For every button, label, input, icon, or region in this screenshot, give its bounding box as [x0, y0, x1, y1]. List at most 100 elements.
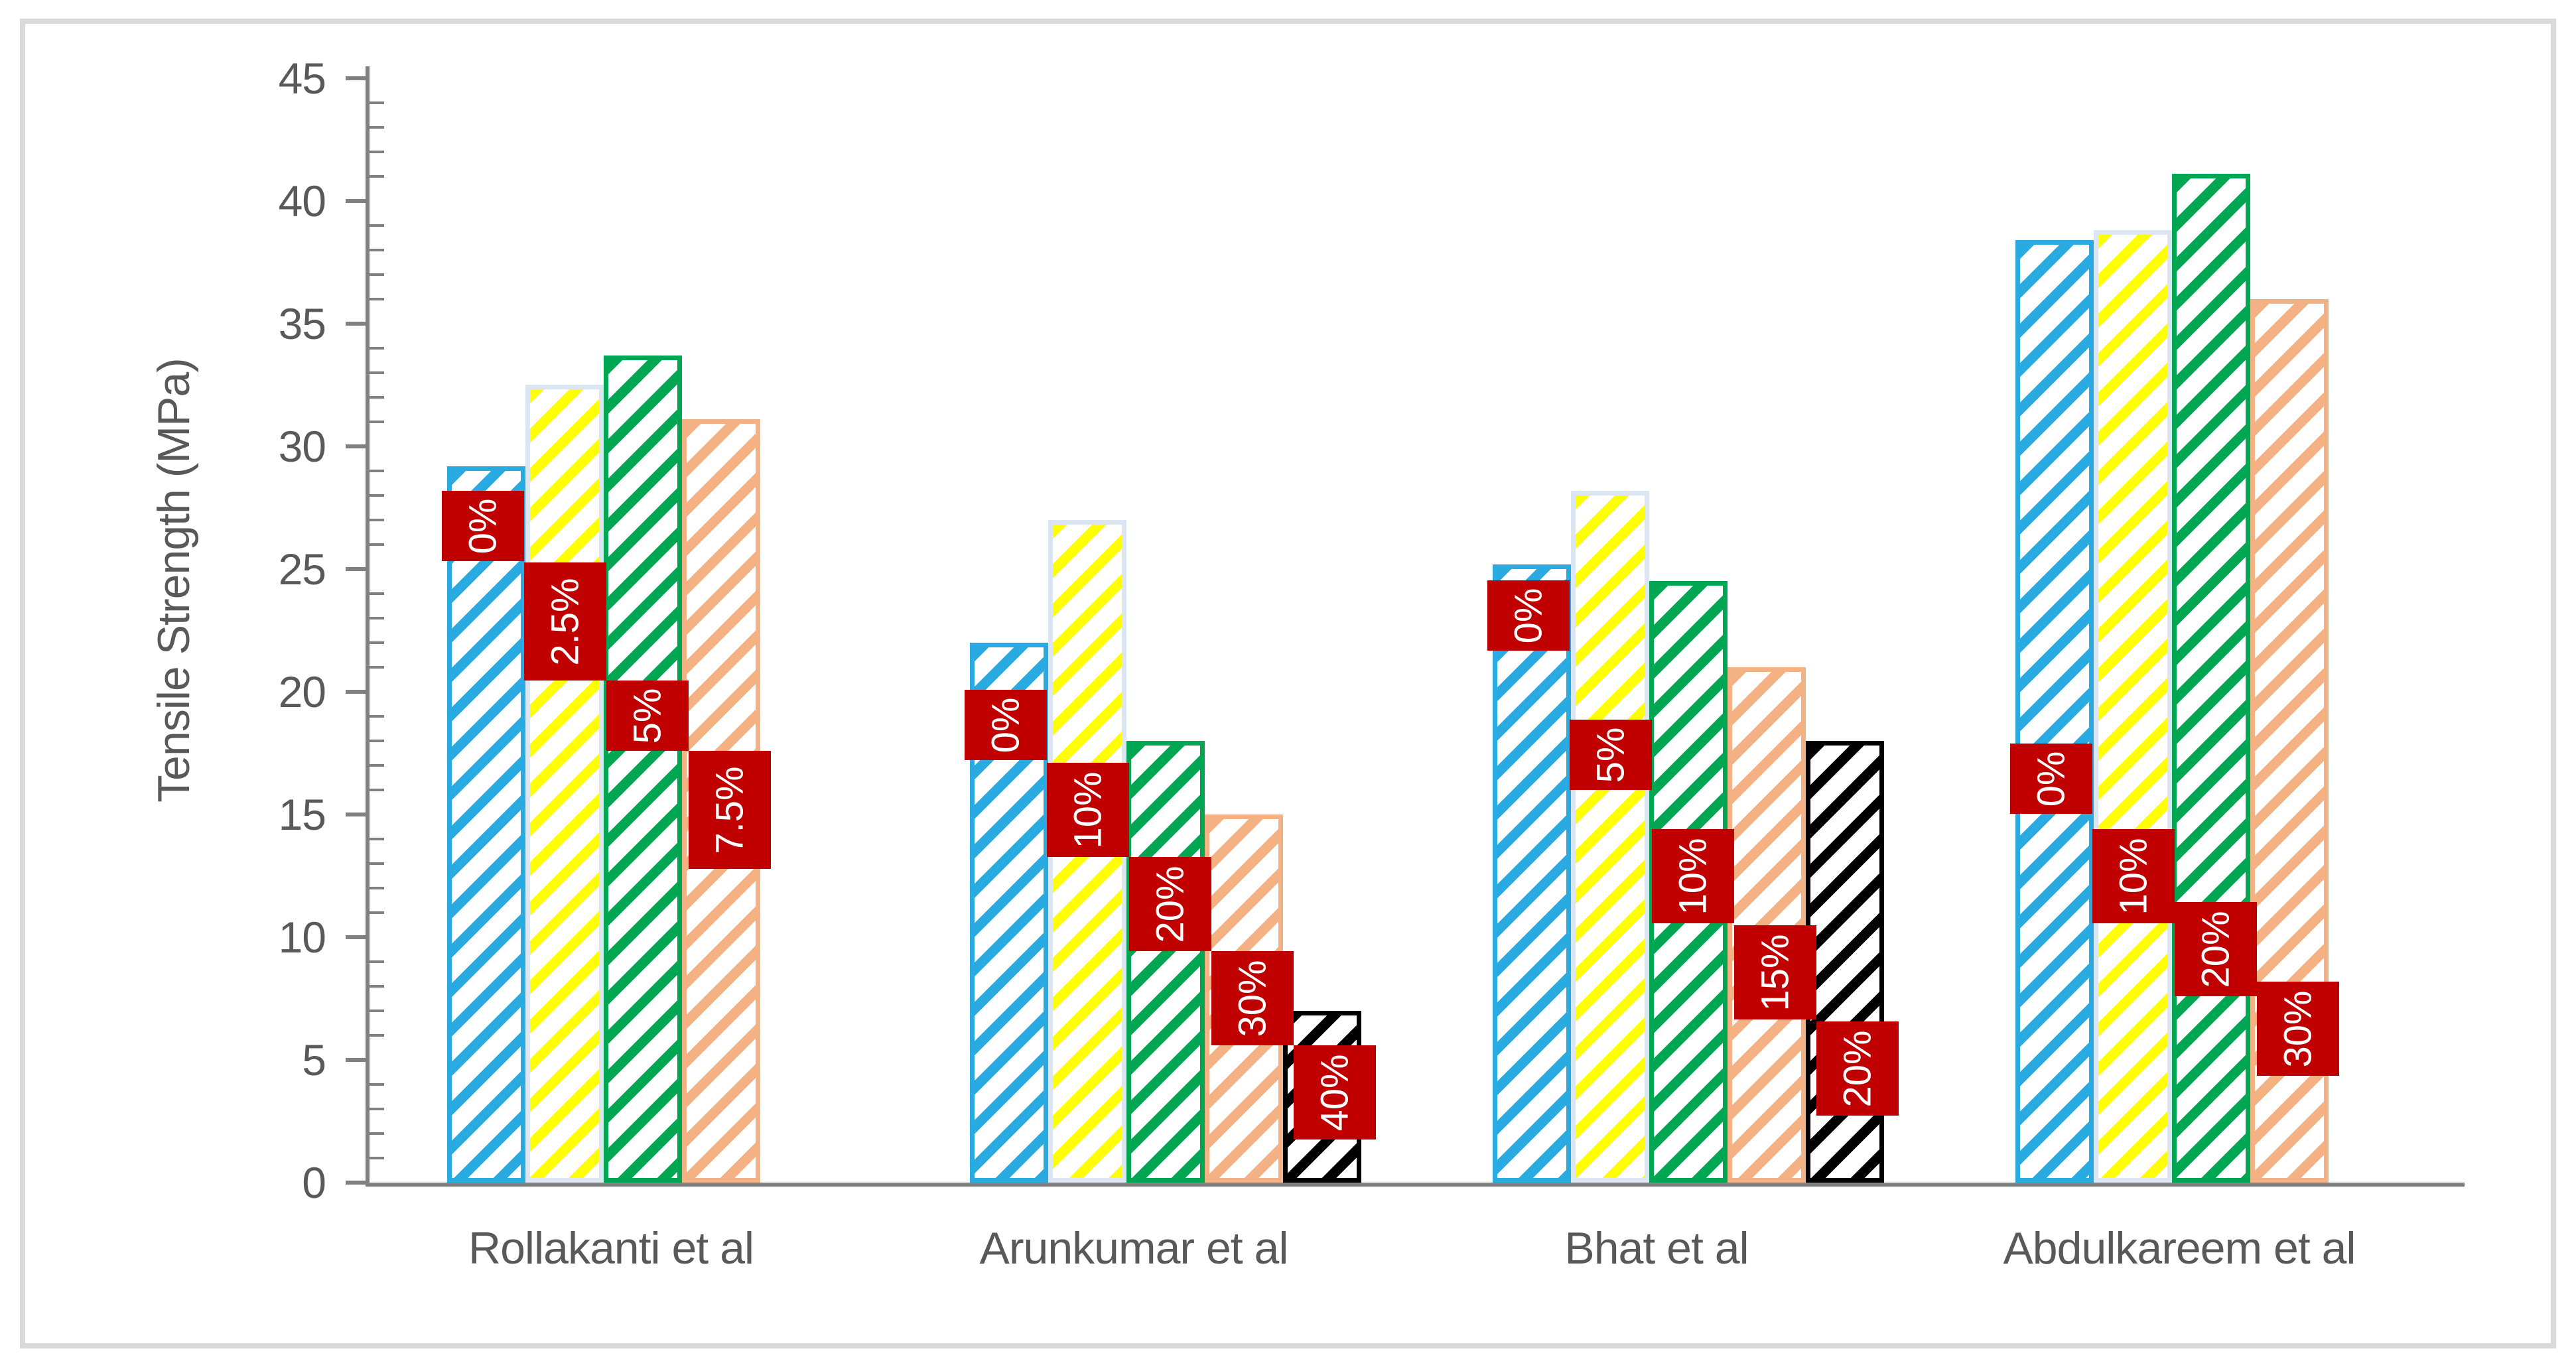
y-minor-tick	[370, 887, 384, 889]
bar-label: 5%	[1570, 720, 1652, 790]
y-minor-tick	[370, 347, 384, 350]
bar-label-text: 20%	[1836, 1029, 1879, 1108]
y-major-tick	[346, 444, 366, 448]
bar-label-text: 2.5%	[543, 577, 587, 666]
y-minor-tick	[370, 715, 384, 718]
y-minor-tick	[370, 666, 384, 669]
y-minor-tick	[370, 1034, 384, 1037]
bar-label: 20%	[1129, 857, 1211, 951]
bar-label: 0%	[442, 491, 524, 561]
bar	[604, 356, 682, 1183]
y-major-tick	[346, 567, 366, 571]
bar	[2015, 240, 2094, 1183]
y-tick-label: 20	[278, 667, 326, 716]
y-minor-tick	[370, 764, 384, 767]
y-minor-tick	[370, 298, 384, 300]
bar-label-text: 10%	[1066, 771, 1110, 849]
y-minor-tick	[370, 911, 384, 914]
bar-label-text: 0%	[461, 498, 505, 554]
y-minor-tick	[370, 617, 384, 619]
y-major-tick	[346, 322, 366, 326]
y-minor-tick	[370, 740, 384, 742]
bar	[447, 466, 525, 1183]
bar-label: 40%	[1294, 1045, 1376, 1139]
y-minor-tick	[370, 371, 384, 374]
y-major-tick	[346, 813, 366, 816]
y-tick-label: 10	[278, 913, 326, 962]
y-minor-tick	[370, 641, 384, 644]
y-axis-line	[366, 66, 370, 1187]
bar-label-text: 30%	[2276, 990, 2320, 1068]
bar-label: 7.5%	[689, 751, 771, 869]
x-category-label: Arunkumar et al	[979, 1223, 1289, 1273]
y-tick-label: 0	[302, 1158, 326, 1207]
bar-label: 0%	[965, 690, 1047, 760]
bar-label: 0%	[2010, 744, 2092, 814]
y-tick-label: 35	[278, 299, 326, 348]
y-minor-tick	[370, 396, 384, 399]
y-minor-tick	[370, 494, 384, 497]
bar-label-text: 7.5%	[708, 765, 752, 854]
y-major-tick	[346, 1181, 366, 1185]
y-major-tick	[346, 199, 366, 203]
bar-label-text: 10%	[1671, 837, 1715, 915]
bar-label: 10%	[1047, 763, 1129, 857]
y-axis-title: Tensile Strength (MPa)	[149, 358, 199, 803]
chart-frame-border	[20, 19, 2556, 1348]
y-minor-tick	[370, 175, 384, 178]
y-minor-tick	[370, 101, 384, 104]
y-major-tick	[346, 690, 366, 694]
y-tick-label: 5	[302, 1035, 326, 1084]
y-major-tick	[346, 76, 366, 80]
bar-label-text: 20%	[2194, 910, 2238, 988]
bar	[2172, 174, 2250, 1183]
y-minor-tick	[370, 960, 384, 963]
bar-label-text: 20%	[1148, 865, 1192, 943]
bar-label-text: 5%	[1589, 727, 1633, 783]
y-minor-tick	[370, 789, 384, 791]
bar	[2094, 230, 2172, 1183]
bar-label-text: 40%	[1313, 1053, 1357, 1132]
bar-label-text: 0%	[1507, 588, 1550, 643]
y-minor-tick	[370, 519, 384, 521]
bar-label-text: 10%	[2112, 837, 2155, 915]
x-category-label: Bhat et al	[1564, 1223, 1749, 1273]
x-category-label: Rollakanti et al	[468, 1223, 754, 1273]
y-minor-tick	[370, 1083, 384, 1086]
bar-label-text: 30%	[1231, 959, 1274, 1037]
y-minor-tick	[370, 985, 384, 988]
y-minor-tick	[370, 126, 384, 129]
bar-label-text: 15%	[1753, 933, 1797, 1011]
y-minor-tick	[370, 151, 384, 153]
bar-label: 0%	[1487, 580, 1570, 651]
bar-label: 15%	[1734, 925, 1816, 1019]
y-minor-tick	[370, 862, 384, 865]
y-tick-label: 40	[278, 176, 326, 226]
bar	[1571, 491, 1649, 1183]
y-minor-tick	[370, 249, 384, 251]
y-minor-tick	[370, 1009, 384, 1012]
y-minor-tick	[370, 543, 384, 546]
y-tick-label: 45	[278, 54, 326, 103]
y-minor-tick	[370, 421, 384, 423]
bar-label: 30%	[1211, 951, 1294, 1045]
y-tick-label: 15	[278, 790, 326, 839]
bar	[1728, 667, 1806, 1183]
y-minor-tick	[370, 273, 384, 276]
y-major-tick	[346, 1058, 366, 1062]
y-major-tick	[346, 935, 366, 939]
y-minor-tick	[370, 224, 384, 227]
bar-label: 5%	[606, 681, 689, 751]
y-minor-tick	[370, 1157, 384, 1159]
bar-label: 10%	[1652, 829, 1734, 923]
bar-label: 10%	[2092, 829, 2175, 923]
y-minor-tick	[370, 838, 384, 840]
bar-label: 20%	[1816, 1021, 1899, 1116]
bar	[1806, 741, 1884, 1183]
bar-label: 2.5%	[524, 562, 606, 681]
bar	[525, 385, 604, 1183]
bar-label: 30%	[2257, 982, 2339, 1076]
x-category-label: Abdulkareem et al	[2003, 1223, 2356, 1273]
bar-label-text: 5%	[626, 688, 669, 744]
